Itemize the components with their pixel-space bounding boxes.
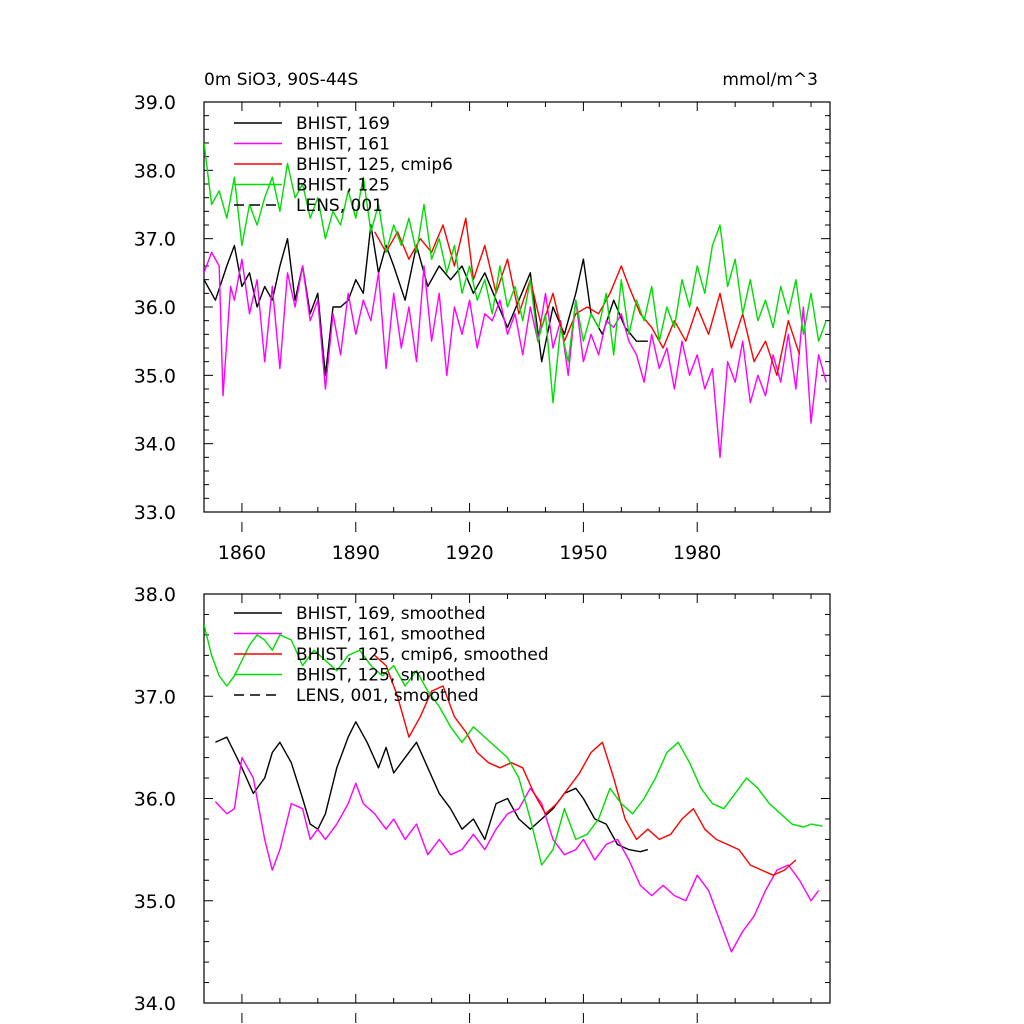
y-tick-label: 37.0 <box>134 229 176 251</box>
x-tick-label: 1980 <box>673 542 721 564</box>
x-tick-label: 1950 <box>559 542 607 564</box>
y-tick-label: 39.0 <box>134 92 176 114</box>
y-tick-label: 36.0 <box>134 297 176 319</box>
x-tick-label: 1890 <box>332 542 380 564</box>
y-tick-label: 34.0 <box>134 434 176 456</box>
series-group <box>204 624 823 953</box>
y-tick-label: 35.0 <box>134 365 176 387</box>
y-tick-label: 34.0 <box>134 993 176 1015</box>
y-tick-label: 35.0 <box>134 891 176 913</box>
y-tick-label: 33.0 <box>134 502 176 524</box>
plot-title: 0m SiO3, 90S-44S <box>204 70 358 90</box>
x-tick-label: 1920 <box>445 542 493 564</box>
series-line-1 <box>204 251 827 458</box>
legend-label: BHIST, 125, smoothed <box>296 666 486 686</box>
legend-label: BHIST, 125, cmip6, smoothed <box>296 645 549 665</box>
legend-label: BHIST, 169, smoothed <box>296 604 486 624</box>
y-tick-label: 37.0 <box>134 686 176 708</box>
legend-label: BHIST, 125 <box>296 176 390 196</box>
series-group <box>204 142 827 458</box>
legend-label: LENS, 001 <box>296 196 383 216</box>
legend-label: BHIST, 125, cmip6 <box>296 155 453 175</box>
panel-top-raw: 33.0 34.0 35.0 36.0 37.0 38.0 39.0 1860 1890 1920… <box>134 92 831 564</box>
series-line-3 <box>204 142 827 404</box>
y-tick-label: 38.0 <box>134 160 176 182</box>
series-line-1 <box>214 756 820 953</box>
legend-label: BHIST, 161, smoothed <box>296 625 486 645</box>
series-line-3 <box>204 624 823 866</box>
series-line-2 <box>374 217 801 376</box>
y-tick-label: 36.0 <box>134 789 176 811</box>
legend-label: LENS, 001, smoothed <box>296 686 479 706</box>
panel-bottom-smoothed: 34.0 35.0 36.0 37.0 38.0 BHIST, 169, smoothed… <box>134 584 831 1023</box>
series-line-0 <box>215 721 649 853</box>
legend-label: BHIST, 169 <box>296 114 390 134</box>
y-tick-label: 38.0 <box>134 584 176 606</box>
legend-label: BHIST, 161 <box>296 135 390 155</box>
x-tick-label: 1860 <box>218 542 266 564</box>
series-line-2 <box>374 654 797 876</box>
units-label: mmol/m^3 <box>722 70 818 90</box>
